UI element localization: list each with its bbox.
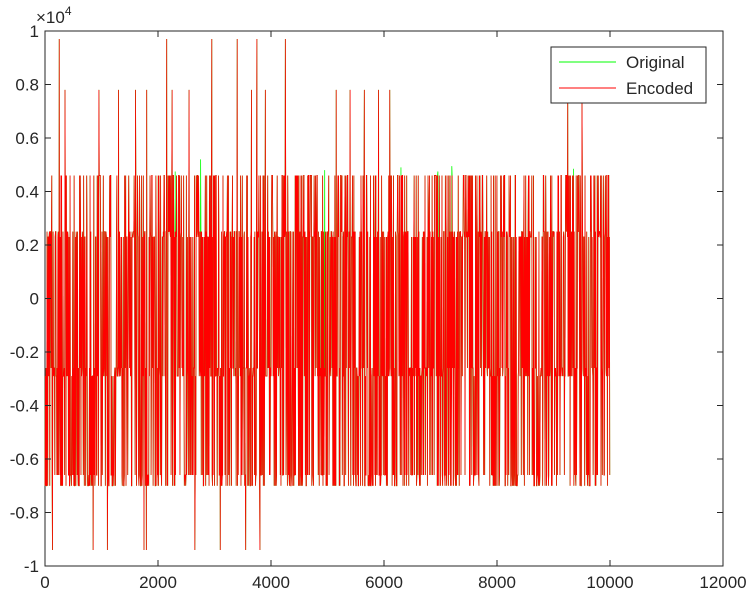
x-tick-label: 8000	[478, 573, 516, 592]
y-tick-label: -0.8	[10, 504, 39, 523]
x-tick-label: 10000	[586, 573, 633, 592]
series-line-encoded	[44, 39, 611, 550]
x-tick-label: 0	[40, 573, 49, 592]
series-layer	[44, 39, 611, 550]
x-tick-label: 12000	[699, 573, 746, 592]
y-exponent-power: 4	[65, 4, 72, 18]
y-tick-label: 1	[30, 22, 39, 41]
x-tick-label: 4000	[252, 573, 290, 592]
y-exponent-base: ×10	[36, 8, 65, 27]
legend-label-original: Original	[626, 53, 685, 72]
y-tick-label: -0.2	[10, 343, 39, 362]
axes-layer: 0 2000 4000 6000 8000 10000 12000 -1 -0.8 -0.6 -0.…	[10, 22, 747, 592]
y-tick-label: 0.2	[15, 236, 39, 255]
x-tick-label: 2000	[139, 573, 177, 592]
y-tick-label: -0.6	[10, 450, 39, 469]
y-tick-label: -0.4	[10, 397, 39, 416]
y-tick-label: 0.8	[15, 76, 39, 95]
x-tick-label: 6000	[365, 573, 403, 592]
y-tick-label: 0	[30, 290, 39, 309]
y-tick-label: 0.4	[15, 183, 39, 202]
y-tick-label: -1	[24, 557, 39, 576]
legend-label-encoded: Encoded	[626, 79, 693, 98]
legend: Original Encoded	[550, 46, 707, 104]
y-tick-label: 0.6	[15, 129, 39, 148]
legend-box	[550, 46, 707, 104]
y-exponent-label: ×104	[36, 4, 72, 27]
